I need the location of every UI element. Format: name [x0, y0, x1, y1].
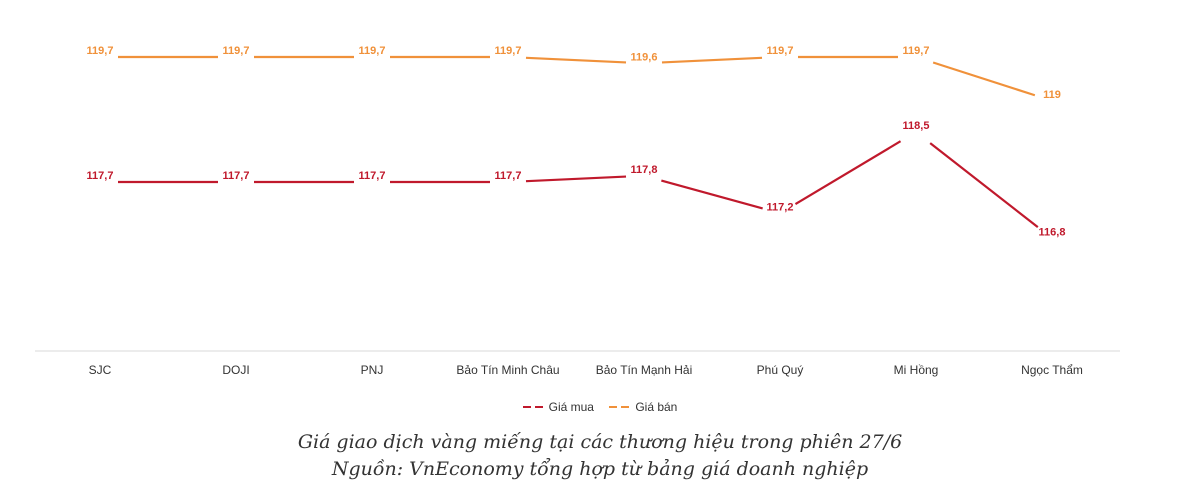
- series-segment: [661, 56, 763, 64]
- data-label: 117,7: [495, 170, 522, 182]
- legend: Giá mua Giá bán: [0, 400, 1200, 415]
- data-label: 119,7: [223, 45, 250, 57]
- category-axis-labels: SJC DOJI PNJ Bảo Tín Minh Châu Bảo Tín Mạnh …: [89, 363, 1083, 377]
- data-label: 117,8: [631, 164, 658, 176]
- series-layer: 117,7 117,7 117,7 117,7 117,8 117,2 118,5 116,8…: [87, 45, 1066, 238]
- legend-label-sell: Giá bán: [635, 400, 678, 414]
- category-label: DOJI: [222, 363, 249, 377]
- category-label: PNJ: [361, 363, 384, 377]
- legend-swatch-sell-icon: [609, 402, 631, 412]
- data-label: 117,7: [223, 170, 250, 182]
- data-label: 119,7: [495, 45, 522, 57]
- data-label: 117,2: [767, 201, 794, 213]
- line-chart: 117,7 117,7 117,7 117,7 117,8 117,2 118,5 116,8…: [35, 45, 1120, 377]
- data-label: 119,7: [87, 45, 114, 57]
- series-segment: [525, 175, 627, 183]
- category-label: Bảo Tín Mạnh Hải: [596, 363, 693, 377]
- data-label: 119,7: [767, 45, 794, 57]
- series-segment: [525, 56, 627, 64]
- legend-item-buy: Giá mua: [522, 400, 594, 414]
- category-label: SJC: [89, 363, 112, 377]
- category-label: Ngọc Thẩm: [1021, 363, 1083, 377]
- category-label: Mi Hồng: [894, 363, 939, 377]
- series-segment: [932, 61, 1036, 97]
- caption-source: Nguồn: VnEconomy tổng hợp từ bảng giá do…: [331, 458, 869, 480]
- data-label: 116,8: [1039, 226, 1066, 238]
- data-label: 119,7: [903, 45, 930, 57]
- caption-title: Giá giao dịch vàng miếng tại các thương …: [297, 431, 903, 453]
- legend-swatch-buy-icon: [522, 402, 545, 412]
- data-label: 119,7: [359, 45, 386, 57]
- data-label: 119,6: [631, 51, 658, 63]
- legend-label-buy: Giá mua: [548, 400, 594, 414]
- data-label: 117,7: [87, 170, 114, 182]
- legend-item-sell: Giá bán: [609, 400, 677, 414]
- series-segment: [929, 142, 1039, 229]
- category-label: Phú Quý: [757, 363, 804, 377]
- series-segment: [794, 140, 902, 205]
- data-label: 119: [1043, 89, 1061, 101]
- data-label: 117,7: [359, 170, 386, 182]
- series-segment: [661, 179, 763, 210]
- category-label: Bảo Tín Minh Châu: [456, 363, 559, 377]
- data-label: 118,5: [903, 120, 930, 132]
